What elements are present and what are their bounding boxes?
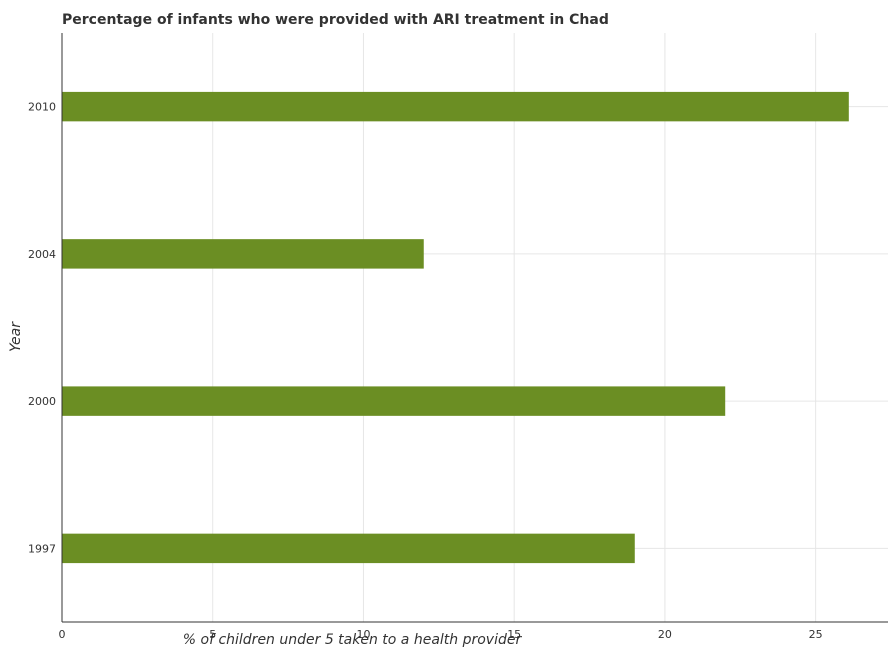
- y-axis-label: Year: [8, 321, 24, 352]
- y-tick-label-1997: 1997: [28, 542, 56, 555]
- x-tick-label-15: 15: [507, 628, 521, 641]
- chart-title: Percentage of infants who were provided …: [62, 12, 609, 28]
- y-tick-labels: 1997 2000 2004 2010: [28, 101, 56, 556]
- x-tick-label-25: 25: [809, 628, 823, 641]
- bars: [62, 91, 849, 564]
- x-tick-label-20: 20: [658, 628, 672, 641]
- x-axis-label: % of children under 5 taken to a health …: [183, 632, 523, 648]
- bar-2000: [62, 386, 726, 416]
- y-tick-label-2004: 2004: [28, 248, 56, 261]
- bar-1997: [62, 533, 635, 564]
- x-tick-label-5: 5: [209, 628, 216, 641]
- x-tick-label-10: 10: [356, 628, 370, 641]
- y-tick-label-2010: 2010: [28, 101, 56, 114]
- axes: [61, 33, 888, 623]
- y-tick-label-2000: 2000: [28, 395, 56, 408]
- x-tick-labels: 0 5 10 15 20 25: [59, 628, 823, 641]
- bar-2004: [62, 239, 424, 269]
- bar-2010: [62, 91, 849, 122]
- x-tick-label-0: 0: [59, 628, 66, 641]
